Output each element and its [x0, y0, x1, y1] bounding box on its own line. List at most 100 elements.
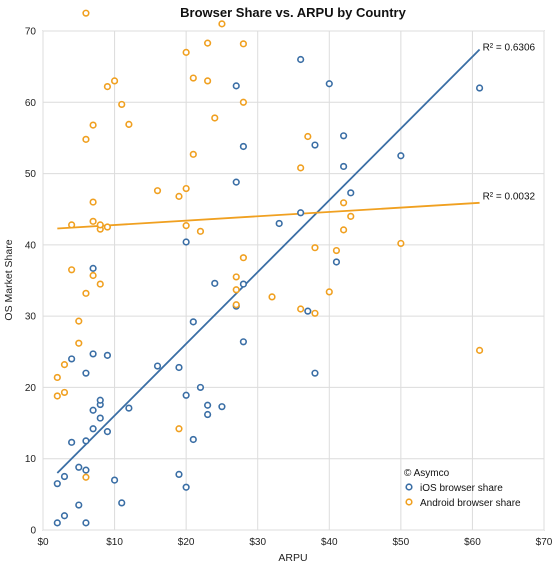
data-points	[53, 9, 484, 527]
x-tick-labels: $0 $10 $20 $30 $40 $50 $60 $70	[37, 537, 552, 548]
data-point	[239, 98, 247, 106]
data-point	[211, 114, 219, 122]
data-point	[189, 435, 197, 444]
data-point	[60, 361, 69, 369]
data-point	[118, 100, 126, 109]
y-tick-label: 20	[25, 383, 37, 394]
data-point	[68, 221, 76, 229]
y-tick-label: 50	[25, 169, 37, 180]
trendline-ios	[56, 48, 481, 474]
data-point	[153, 187, 162, 195]
data-point	[311, 369, 319, 377]
y-axis-label: OS Market Share	[3, 239, 15, 320]
data-point	[204, 410, 212, 419]
copyright-note: © Asymco	[404, 468, 450, 479]
data-point	[340, 199, 348, 207]
legend-label-ios: iOS browser share	[420, 483, 503, 494]
data-point	[297, 55, 305, 64]
data-point	[82, 9, 90, 17]
data-point	[89, 271, 97, 280]
data-point	[232, 82, 240, 90]
data-point	[82, 519, 90, 527]
data-point	[204, 401, 212, 409]
data-point	[232, 273, 240, 281]
x-axis-label: ARPU	[278, 552, 307, 564]
data-point	[96, 396, 104, 404]
data-point	[204, 77, 212, 85]
data-point	[60, 512, 69, 520]
y-tick-label: 10	[25, 454, 37, 465]
data-point	[82, 473, 90, 481]
data-point	[89, 425, 97, 433]
legend-marker-ios	[405, 483, 413, 491]
data-point	[340, 226, 348, 234]
x-tick-label: $30	[249, 537, 266, 548]
data-point	[175, 470, 183, 478]
gridlines	[42, 30, 545, 531]
data-point	[297, 305, 305, 313]
data-point	[89, 121, 97, 129]
data-point	[75, 463, 83, 471]
data-point	[297, 164, 305, 172]
data-point	[89, 264, 97, 272]
data-point	[125, 120, 133, 128]
data-point	[232, 301, 240, 309]
trendlines: R² = 0.6306 R² = 0.0032	[56, 43, 536, 474]
x-tick-label: $40	[321, 537, 338, 548]
data-point	[189, 318, 197, 326]
y-tick-label: 0	[30, 526, 36, 537]
data-point	[275, 219, 283, 228]
data-point	[232, 178, 240, 186]
data-point	[239, 40, 247, 48]
data-point	[96, 280, 104, 288]
series-android	[53, 9, 484, 481]
data-point	[175, 363, 183, 372]
legend: © Asymco iOS browser share Android brows…	[404, 468, 521, 509]
data-point	[89, 198, 97, 206]
data-point	[75, 501, 83, 509]
data-point	[239, 338, 247, 346]
data-point	[103, 351, 112, 359]
data-point	[204, 39, 212, 47]
chart-title: Browser Share vs. ARPU by Country	[180, 5, 406, 20]
data-point	[211, 279, 219, 287]
data-point	[189, 74, 197, 82]
data-point	[475, 346, 484, 354]
y-tick-label: 40	[25, 240, 37, 251]
data-point	[110, 77, 119, 85]
data-point	[68, 266, 76, 274]
data-point	[82, 369, 90, 377]
legend-label-android: Android browser share	[420, 498, 521, 509]
data-point	[297, 209, 305, 217]
data-point	[89, 350, 97, 358]
x-tick-label: $60	[464, 537, 481, 548]
data-point	[53, 392, 61, 400]
data-point	[103, 223, 112, 231]
data-point	[68, 438, 76, 446]
y-tick-label: 70	[25, 27, 37, 38]
data-point	[218, 403, 226, 411]
data-point	[268, 293, 276, 301]
data-point	[60, 472, 69, 481]
data-point	[182, 184, 190, 193]
data-point	[311, 309, 319, 317]
plot-area	[42, 30, 545, 531]
data-point	[182, 483, 190, 491]
data-point	[153, 362, 162, 370]
data-point	[182, 238, 190, 246]
trendline-android	[57, 201, 480, 230]
data-point	[196, 383, 205, 392]
data-point	[89, 217, 97, 225]
data-point	[110, 476, 119, 484]
x-tick-label: $10	[106, 537, 123, 548]
y-tick-label: 60	[25, 98, 37, 109]
data-point	[82, 466, 90, 474]
data-point	[125, 404, 133, 412]
data-point	[304, 307, 312, 315]
series-ios	[53, 55, 484, 527]
data-point	[475, 84, 484, 92]
x-tick-label: $0	[37, 537, 49, 548]
legend-marker-android	[405, 498, 413, 506]
x-tick-label: $20	[178, 537, 195, 548]
